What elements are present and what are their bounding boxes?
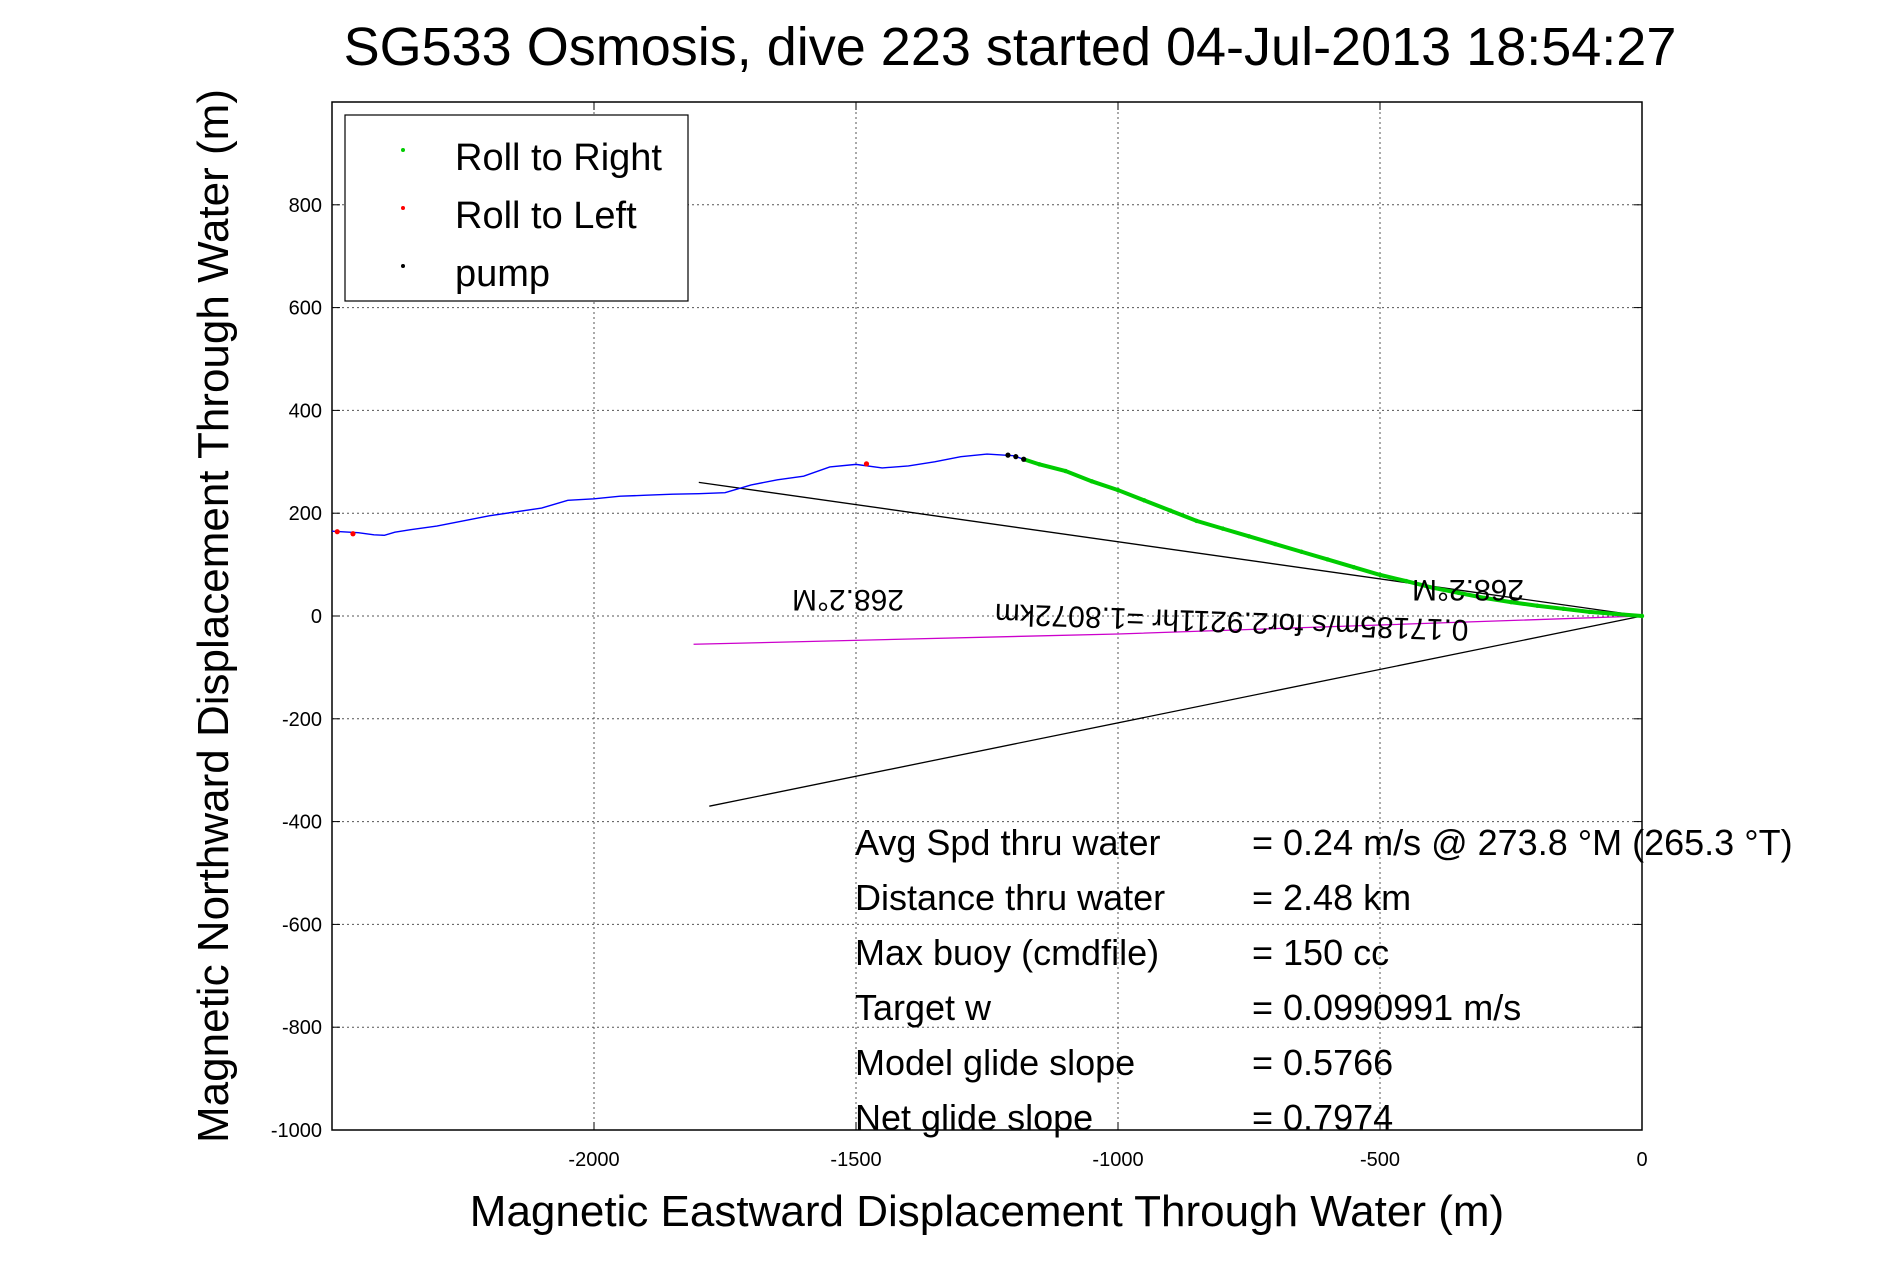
- series-roll-right-point: [1377, 572, 1383, 578]
- heading-annotation-far: 268.2°M: [792, 583, 904, 616]
- y-tick-label: 200: [289, 503, 322, 525]
- y-tick-label: -400: [282, 812, 322, 834]
- legend-label-roll-left: Roll to Left: [455, 195, 637, 237]
- series-roll-right-point: [1299, 549, 1304, 554]
- series-track-line: [331, 453, 1024, 537]
- stats-block: Avg Spd thru water = 0.24 m/s @ 273.8 °M…: [855, 822, 1793, 1138]
- series-roll-right-point: [1639, 613, 1645, 619]
- legend-marker-roll-right: [401, 148, 405, 152]
- y-axis-label: Magnetic Northward Displacement Through …: [189, 89, 238, 1143]
- reference-line-bracket-upper: [698, 481, 1643, 617]
- series-roll-to-left-point: [863, 461, 870, 467]
- heading-annotation-near: 268.2°M: [1412, 573, 1524, 606]
- y-tick-label: 0: [311, 606, 322, 628]
- series-roll-right-point: [1456, 590, 1461, 596]
- series-roll-right-point: [1613, 611, 1619, 617]
- series-roll-right-point: [1430, 585, 1435, 590]
- stat-label-distance: Distance thru water: [855, 877, 1165, 918]
- y-tick-label: -200: [282, 709, 322, 731]
- series-roll-right-point: [1063, 468, 1068, 474]
- x-tick-label: -2000: [568, 1149, 619, 1171]
- reference-line-bracket-lower: [709, 615, 1643, 807]
- x-tick-label: -500: [1360, 1149, 1400, 1171]
- series-roll-right-point: [1351, 564, 1357, 570]
- series-roll-right-point: [1194, 518, 1199, 524]
- legend-marker-roll-left: [401, 206, 405, 210]
- y-axis-ticks: -1000 -800 -600 -400 -200 0 200 400 600 800: [271, 195, 1642, 1142]
- stat-label-model-glide: Model glide slope: [855, 1042, 1135, 1083]
- x-axis-ticks: -2000 -1500 -1000 -500 0: [568, 102, 1648, 1171]
- series-roll-to-left-point: [334, 529, 340, 535]
- series-roll-right-point: [1115, 487, 1121, 493]
- stat-label-avg-speed: Avg Spd thru water: [855, 822, 1161, 863]
- series-pump-point: [1013, 454, 1019, 460]
- stat-label-net-glide: Net glide slope: [855, 1097, 1093, 1138]
- series-roll-right-point: [1587, 609, 1592, 615]
- series-roll-right-point: [1561, 606, 1566, 612]
- series-roll-right-point: [1037, 462, 1042, 467]
- stat-value-max-buoy: = 150 cc: [1252, 932, 1389, 973]
- legend-label-roll-right: Roll to Right: [455, 137, 662, 179]
- stat-label-max-buoy: Max buoy (cmdfile): [855, 932, 1159, 973]
- legend-label-pump: pump: [455, 253, 550, 295]
- stat-value-net-glide: = 0.7974: [1252, 1097, 1393, 1138]
- series-roll-right-point: [1273, 541, 1278, 547]
- y-tick-label: -600: [282, 914, 322, 936]
- x-axis-label: Magnetic Eastward Displacement Through W…: [470, 1187, 1504, 1236]
- series-layer: [331, 452, 1645, 807]
- stat-value-target-w: = 0.0990991 m/s: [1252, 987, 1521, 1028]
- stat-value-distance: = 2.48 km: [1252, 877, 1411, 918]
- stat-label-target-w: Target w: [855, 987, 992, 1028]
- series-roll-right-point: [1089, 479, 1095, 484]
- series-roll-right-point: [1482, 595, 1488, 601]
- series-roll-right-point: [1142, 498, 1147, 503]
- chart-title: SG533 Osmosis, dive 223 started 04-Jul-2…: [344, 17, 1677, 77]
- series-roll-right-point: [1404, 578, 1409, 584]
- y-tick-label: -800: [282, 1017, 322, 1039]
- x-tick-label: -1000: [1092, 1149, 1143, 1171]
- series-roll-right-point: [1508, 599, 1514, 605]
- y-tick-label: 400: [289, 400, 322, 422]
- legend-marker-pump: [401, 264, 405, 268]
- series-roll-to-left-point: [350, 531, 356, 537]
- y-tick-label: 800: [289, 195, 322, 217]
- series-pump-point: [1005, 452, 1011, 458]
- series-roll-right-point: [1535, 603, 1540, 608]
- series-pump-point: [1021, 456, 1027, 462]
- series-roll-right-point: [1168, 508, 1173, 513]
- series-roll-right-point: [1220, 526, 1226, 531]
- reference-line-current-vector: [693, 615, 1643, 645]
- y-tick-label: 600: [289, 298, 322, 320]
- y-tick-label: -1000: [271, 1120, 322, 1142]
- x-tick-label: 0: [1636, 1149, 1647, 1171]
- legend: Roll to Right Roll to Left pump: [344, 114, 689, 302]
- x-tick-label: -1500: [830, 1149, 881, 1171]
- stat-value-model-glide: = 0.5766: [1252, 1042, 1393, 1083]
- series-roll-right-point: [1246, 534, 1252, 539]
- stat-value-avg-speed: = 0.24 m/s @ 273.8 °M (265.3 °T): [1252, 822, 1793, 863]
- series-roll-right-point: [1325, 557, 1330, 562]
